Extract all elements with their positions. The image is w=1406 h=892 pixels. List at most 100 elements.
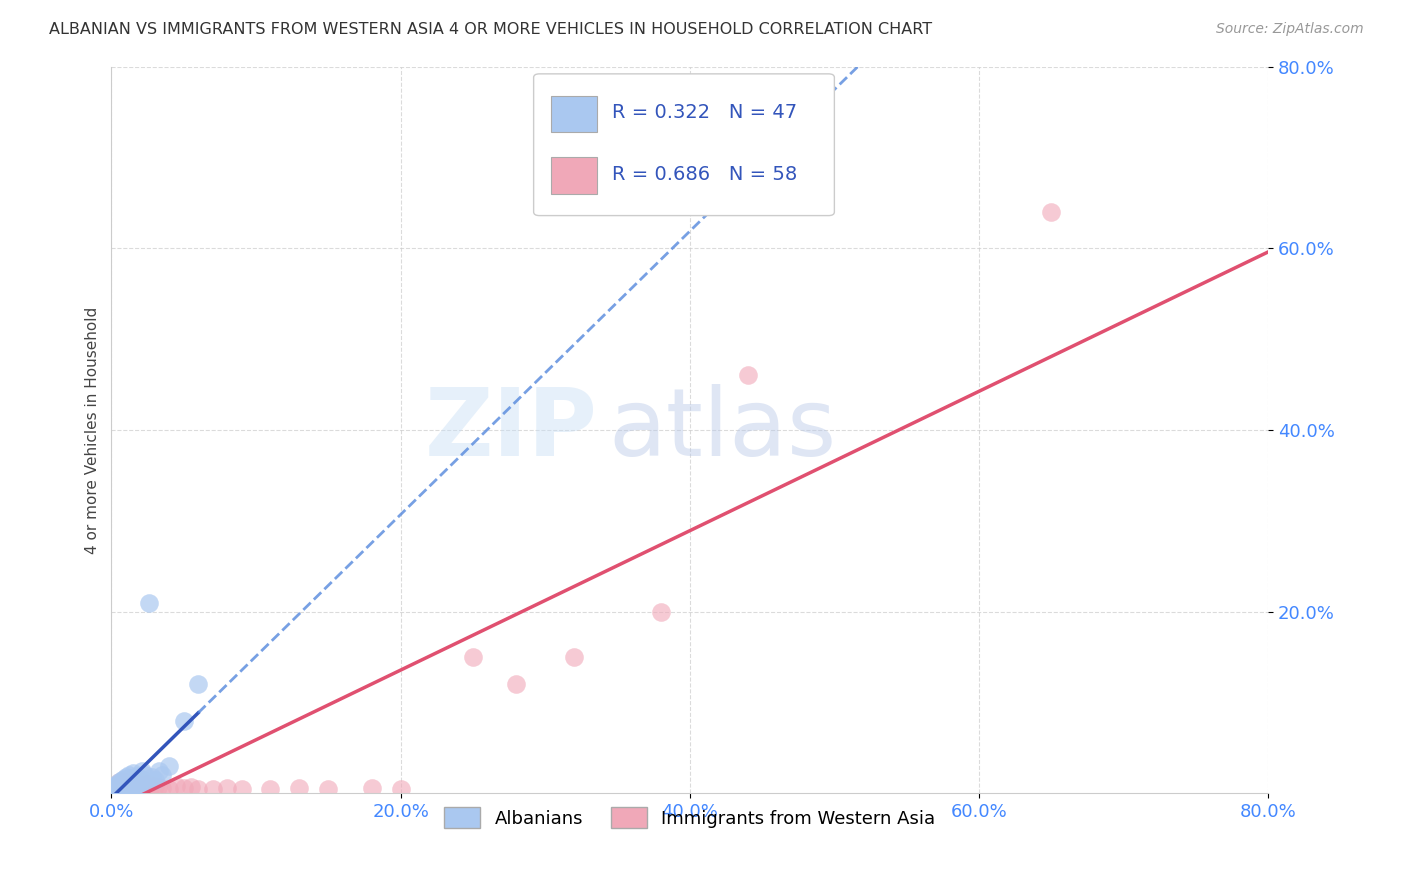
Point: [112, 780, 135, 795]
Point: [132, 772, 155, 787]
Point: [104, 779, 127, 793]
Point: [650, 605, 672, 619]
Point: [118, 772, 141, 787]
Point: [118, 780, 141, 794]
Point: [136, 777, 159, 791]
Point: [108, 781, 131, 796]
Point: [101, 782, 124, 797]
Point: [1040, 205, 1063, 219]
Point: [231, 781, 253, 796]
Point: [117, 782, 139, 797]
Point: [173, 780, 195, 795]
Point: [117, 780, 139, 795]
Point: [125, 775, 148, 789]
Text: Source: ZipAtlas.com: Source: ZipAtlas.com: [1216, 22, 1364, 37]
Point: [143, 779, 166, 793]
Point: [505, 677, 527, 691]
Point: [129, 780, 152, 794]
Point: [122, 766, 145, 780]
Point: [127, 780, 149, 795]
Point: [737, 368, 759, 383]
Point: [107, 775, 129, 789]
Point: [108, 782, 131, 797]
FancyBboxPatch shape: [551, 158, 598, 194]
Point: [124, 772, 146, 786]
Point: [187, 781, 209, 796]
Text: R = 0.686   N = 58: R = 0.686 N = 58: [612, 165, 797, 184]
Point: [111, 778, 134, 792]
Point: [288, 780, 311, 795]
Text: ZIP: ZIP: [425, 384, 598, 476]
Y-axis label: 4 or more Vehicles in Household: 4 or more Vehicles in Household: [86, 306, 100, 554]
Point: [111, 781, 134, 796]
Point: [120, 771, 142, 785]
Point: [128, 778, 150, 792]
Point: [124, 777, 146, 791]
Point: [134, 768, 156, 782]
Point: [105, 783, 128, 797]
Point: [103, 780, 125, 795]
Point: [141, 770, 163, 784]
Point: [117, 776, 139, 790]
Point: [131, 775, 153, 789]
Point: [110, 773, 132, 788]
Point: [125, 777, 148, 791]
Point: [112, 774, 135, 789]
Point: [103, 781, 125, 796]
Point: [108, 776, 131, 790]
Point: [120, 778, 142, 792]
Point: [107, 782, 129, 797]
Point: [157, 759, 180, 773]
Point: [122, 779, 145, 793]
Point: [105, 778, 128, 792]
Point: [136, 775, 159, 789]
Point: [201, 781, 224, 796]
Point: [115, 782, 138, 797]
Point: [115, 770, 138, 784]
Point: [131, 764, 153, 778]
Point: [120, 780, 142, 794]
FancyBboxPatch shape: [551, 95, 598, 132]
Point: [132, 779, 155, 793]
Point: [104, 779, 127, 793]
Point: [118, 768, 141, 782]
Point: [259, 781, 281, 796]
Point: [187, 677, 209, 691]
Point: [110, 780, 132, 794]
Point: [180, 780, 202, 794]
Point: [111, 774, 134, 789]
Point: [150, 768, 173, 782]
Point: [143, 772, 166, 787]
Point: [217, 780, 239, 795]
Point: [111, 781, 134, 796]
Point: [110, 772, 132, 787]
Point: [139, 780, 162, 795]
Point: [128, 773, 150, 788]
Point: [389, 781, 412, 796]
Point: [146, 780, 169, 794]
Point: [104, 783, 127, 797]
Point: [105, 777, 128, 791]
Point: [461, 650, 484, 665]
Point: [129, 777, 152, 791]
Point: [107, 780, 129, 795]
Point: [117, 773, 139, 788]
Point: [166, 779, 188, 793]
Point: [138, 596, 160, 610]
FancyBboxPatch shape: [534, 74, 834, 216]
Point: [110, 780, 132, 795]
Point: [562, 650, 585, 665]
Point: [157, 781, 180, 796]
Point: [112, 779, 135, 793]
Text: R = 0.322   N = 47: R = 0.322 N = 47: [612, 103, 797, 122]
Point: [318, 781, 340, 796]
Point: [108, 777, 131, 791]
Point: [107, 780, 129, 794]
Point: [105, 781, 128, 796]
Point: [122, 781, 145, 796]
Point: [173, 714, 195, 728]
Point: [121, 781, 143, 796]
Point: [121, 779, 143, 793]
Text: ALBANIAN VS IMMIGRANTS FROM WESTERN ASIA 4 OR MORE VEHICLES IN HOUSEHOLD CORRELA: ALBANIAN VS IMMIGRANTS FROM WESTERN ASIA…: [49, 22, 932, 37]
Point: [107, 775, 129, 789]
